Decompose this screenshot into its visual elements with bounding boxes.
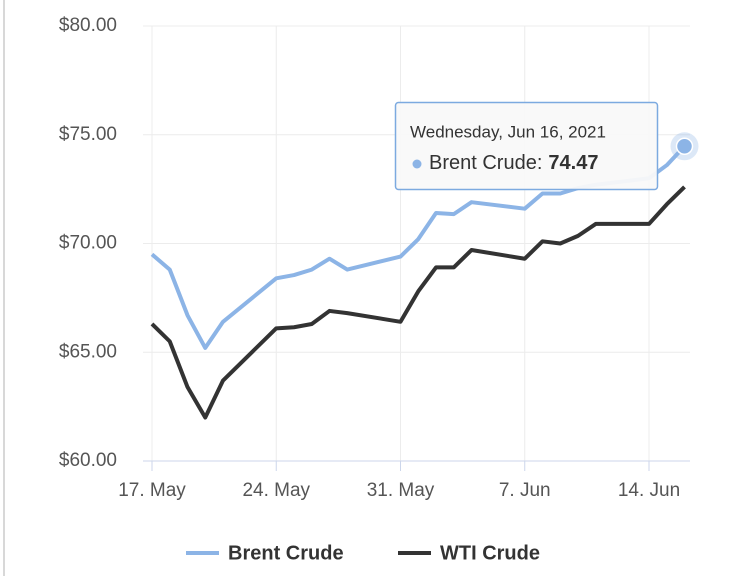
y-tick-label: $80.00 <box>59 15 117 36</box>
y-tick-label: $60.00 <box>59 450 117 471</box>
tooltip-dot <box>412 159 422 169</box>
legend-label[interactable]: WTI Crude <box>440 542 540 564</box>
x-tick-label: 7. Jun <box>499 480 551 501</box>
tooltip-series-name: Brent Crude <box>429 152 537 174</box>
legend-label[interactable]: Brent Crude <box>228 542 344 564</box>
x-tick-label: 17. May <box>118 480 186 501</box>
x-tick-label: 31. May <box>367 480 435 501</box>
tooltip-separator: : <box>537 152 543 174</box>
y-tick-label: $70.00 <box>59 233 117 254</box>
x-tick-label: 24. May <box>242 480 310 501</box>
tooltip-point: Brent Crude: 74.47 <box>429 152 598 174</box>
y-tick-label: $65.00 <box>59 341 117 362</box>
axes: $60.00 $65.00 $70.00 $75.00 $80.00 17. May 24.… <box>59 15 690 501</box>
y-tick-label: $75.00 <box>59 124 117 145</box>
series-line[interactable] <box>150 185 686 420</box>
tooltip: Wednesday, Jun 16, 2021 Brent Crude: 74.47 <box>394 101 699 191</box>
tooltip-box <box>394 101 659 191</box>
x-tick-label: 14. Jun <box>618 480 680 501</box>
tooltip-value: 74.47 <box>548 152 598 174</box>
tooltip-header: Wednesday, Jun 16, 2021 <box>410 122 606 141</box>
hover-marker <box>675 137 694 156</box>
legend: Brent Crude WTI Crude <box>186 542 540 564</box>
